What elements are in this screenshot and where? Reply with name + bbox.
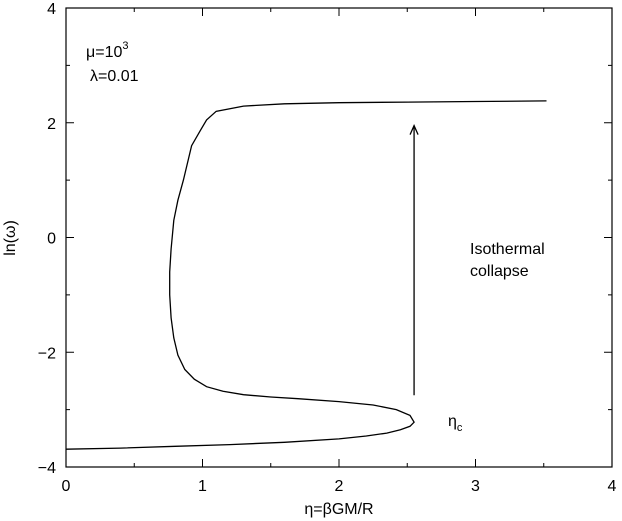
x-tick-label: 0 [62,478,71,495]
x-tick-label: 2 [335,478,344,495]
tick-marks [65,7,613,468]
y-axis-title: ln(ω) [2,220,19,256]
x-tick-label: 3 [471,478,480,495]
y-tick-label: 2 [47,116,56,133]
series-line-0 [65,100,547,450]
isothermal-label: Isothermal [470,241,545,258]
plot-frame [65,7,613,468]
x-tick-label: 1 [198,478,207,495]
x-axis-title: η=βGM/R [304,501,373,518]
tick-labels: 0 1 2 3 4 −4 −2 0 2 4 [38,1,617,495]
lambda-annotation: λ=0.01 [90,68,139,85]
y-tick-label: 0 [47,231,56,248]
collapse-arrow-head [409,124,419,135]
y-tick-label: 4 [47,1,56,18]
eta-c-label: ηc [448,413,463,434]
x-tick-label: 4 [608,478,617,495]
y-tick-label: −2 [38,345,56,362]
mu-annotation: μ=103 [86,40,128,61]
collapse-label: collapse [470,263,529,280]
y-tick-label: −4 [38,460,56,477]
